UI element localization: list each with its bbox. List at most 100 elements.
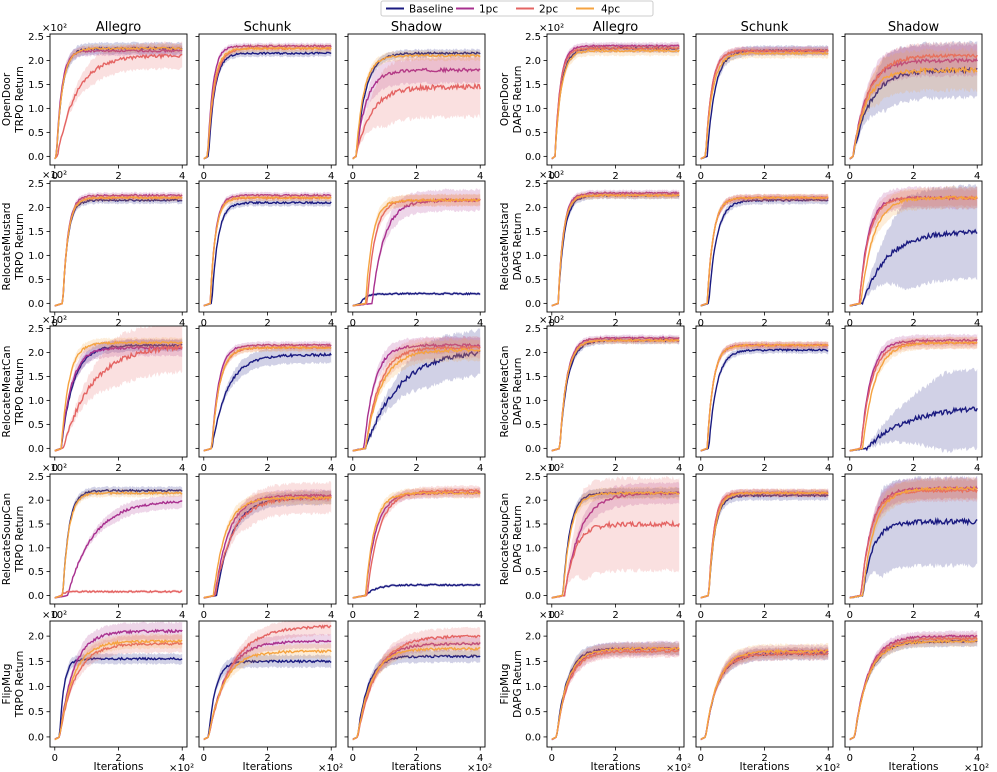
line-baseline bbox=[352, 583, 481, 599]
row-label-metric: TRPO Return bbox=[14, 66, 26, 134]
line-2pc bbox=[700, 48, 829, 160]
line-2pc bbox=[849, 340, 978, 452]
line-4pc bbox=[700, 195, 829, 307]
row-label-task: RelocateSoupCan bbox=[499, 493, 511, 585]
line-1pc bbox=[352, 491, 481, 599]
band-2pc bbox=[700, 646, 829, 741]
x-tick-label: 2 bbox=[910, 463, 916, 474]
panel-flipmug-trpo-allegro: 0 2 4 0.0 0.5 1.0 1.5 2.0 ×10² Iterations ×10² bbox=[28, 610, 194, 772]
line-2pc bbox=[551, 46, 680, 160]
y-tick-label: 0.5 bbox=[525, 128, 541, 139]
line-1pc bbox=[551, 44, 680, 160]
x-tick-label: 4 bbox=[974, 171, 980, 182]
line-baseline bbox=[849, 405, 978, 452]
row-label-relocatemustard-trpo: RelocateMustard TRPO Return bbox=[1, 203, 26, 291]
x-tick-label: 4 bbox=[179, 610, 185, 621]
y-multiplier: ×10² bbox=[539, 170, 564, 181]
y-tick-label: 2.0 bbox=[525, 632, 541, 643]
y-multiplier: ×10² bbox=[539, 610, 564, 621]
line-baseline bbox=[203, 51, 332, 160]
line-baseline bbox=[849, 516, 978, 599]
x-tick-label: 0 bbox=[201, 171, 207, 182]
x-tick-label: 2 bbox=[761, 610, 767, 621]
band-4pc bbox=[551, 336, 680, 452]
band-2pc bbox=[551, 336, 680, 452]
x-tick-label: 0 bbox=[52, 610, 58, 621]
y-tick-label: 0.5 bbox=[28, 420, 44, 431]
x-tick-label: 4 bbox=[477, 463, 483, 474]
x-tick-label: 4 bbox=[477, 318, 483, 329]
band-4pc bbox=[551, 191, 680, 307]
line-4pc bbox=[849, 639, 978, 740]
band-baseline bbox=[352, 649, 481, 741]
band-baseline bbox=[203, 198, 332, 307]
panel-relocatesoupcan-trpo-shadow: 0 2 4 bbox=[344, 473, 486, 621]
panel-opendoor-dapg-allegro: 0 2 40.00.51.01.52.02.5×10² bbox=[525, 23, 685, 182]
panel-opendoor-trpo-shadow: 0 2 4 bbox=[344, 33, 486, 182]
x-tick-label: 0 bbox=[847, 610, 853, 621]
x-tick-label: 0 bbox=[350, 318, 356, 329]
line-4pc bbox=[700, 491, 829, 599]
row-label-metric: DAPG Return bbox=[512, 358, 524, 426]
x-tick-label: 0 bbox=[350, 753, 356, 764]
x-tick-label: 2 bbox=[612, 318, 618, 329]
y-tick-label: 1.5 bbox=[525, 520, 541, 531]
row-label-relocatemustard-dapg: RelocateMustard DAPG Return bbox=[499, 203, 524, 291]
x-tick-label: 0 bbox=[201, 610, 207, 621]
x-axis-label: Iterations bbox=[739, 761, 789, 772]
line-baseline bbox=[700, 198, 829, 307]
line-baseline bbox=[700, 493, 829, 599]
x-tick-label: 4 bbox=[676, 463, 682, 474]
panel-relocatemeatcan-dapg-allegro: 0 2 40.00.51.01.52.02.5×10² bbox=[525, 315, 685, 474]
y-tick-label: 1.0 bbox=[525, 396, 541, 407]
y-tick-label: 1.5 bbox=[525, 80, 541, 91]
y-tick-label: 0.0 bbox=[28, 152, 44, 163]
y-tick-label: 1.5 bbox=[28, 227, 44, 238]
band-baseline bbox=[54, 652, 183, 741]
band-2pc bbox=[849, 336, 978, 452]
line-4pc bbox=[551, 490, 680, 599]
row-label-task: RelocateMustard bbox=[1, 203, 13, 291]
line-baseline bbox=[54, 198, 183, 307]
x-tick-label: 0 bbox=[549, 610, 555, 621]
x-tick-label: 2 bbox=[115, 318, 121, 329]
band-4pc bbox=[551, 45, 680, 160]
y-multiplier: ×10² bbox=[42, 610, 67, 621]
row-label-metric: TRPO Return bbox=[14, 213, 26, 281]
line-baseline bbox=[849, 228, 978, 307]
y-tick-label: 2.0 bbox=[28, 203, 44, 214]
x-axis-label: Iterations bbox=[590, 761, 640, 772]
x-tick-label: 2 bbox=[413, 610, 419, 621]
band-baseline bbox=[203, 48, 332, 160]
y-tick-label: 2.0 bbox=[28, 632, 44, 643]
band-4pc bbox=[203, 193, 332, 307]
row-label-flipmug-trpo: FlipMug TRPO Return bbox=[1, 651, 26, 719]
y-tick-label: 0.5 bbox=[28, 275, 44, 286]
y-tick-label: 0.5 bbox=[28, 128, 44, 139]
x-tick-label: 0 bbox=[350, 610, 356, 621]
y-multiplier: ×10² bbox=[539, 23, 564, 34]
panel-opendoor-dapg-schunk: 0 2 4 bbox=[692, 33, 834, 182]
line-2pc bbox=[203, 495, 332, 599]
panel-flipmug-dapg-schunk: 0 2 4 Iterations ×10² bbox=[692, 620, 840, 772]
panel-relocatesoupcan-trpo-schunk: 0 2 4 bbox=[195, 473, 337, 621]
x-tick-label: 4 bbox=[477, 171, 483, 182]
x-axis-label: Iterations bbox=[391, 761, 441, 772]
line-4pc bbox=[700, 648, 829, 740]
x-tick-label: 4 bbox=[676, 753, 682, 764]
line-4pc bbox=[551, 193, 680, 307]
row-label-task: OpenDoor bbox=[499, 72, 511, 126]
y-tick-label: 0.0 bbox=[28, 299, 44, 310]
band-4pc bbox=[849, 47, 978, 160]
line-1pc bbox=[551, 336, 680, 452]
band-2pc bbox=[54, 41, 183, 160]
x-tick-label: 4 bbox=[328, 318, 334, 329]
x-tick-label: 4 bbox=[974, 463, 980, 474]
row-label-task: FlipMug bbox=[1, 664, 13, 705]
x-multiplier: ×10² bbox=[467, 763, 492, 772]
band-2pc bbox=[203, 481, 332, 599]
x-tick-label: 4 bbox=[477, 610, 483, 621]
panel-frame bbox=[546, 325, 685, 458]
line-1pc bbox=[54, 193, 183, 307]
legend-label-baseline: Baseline bbox=[409, 4, 454, 16]
